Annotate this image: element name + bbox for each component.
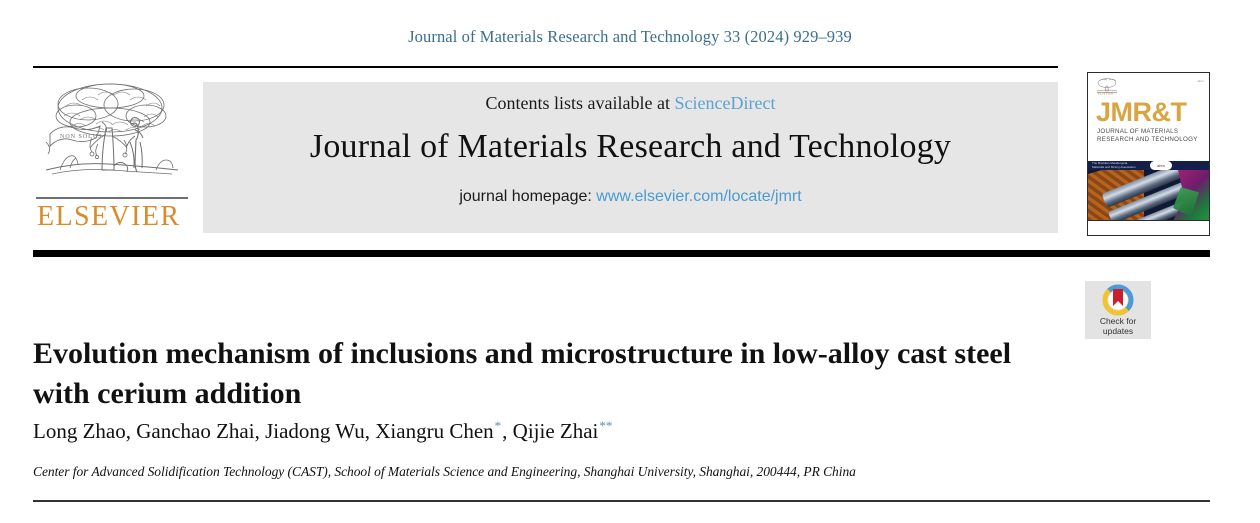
journal-title: Journal of Materials Research and Techno…: [309, 128, 952, 165]
author-list: Long Zhao, Ganchao Zhai, Jiadong Wu, Xia…: [33, 418, 1033, 444]
running-head: Journal of Materials Research and Techno…: [408, 27, 852, 46]
elsevier-wordmark: ELSEVIER: [37, 200, 181, 232]
cover-bottom-strip: [1088, 220, 1209, 227]
abm-badge: abm: [1150, 161, 1172, 170]
cover-association-band: [1088, 161, 1209, 170]
journal-masthead: Contents lists available at ScienceDirec…: [203, 82, 1058, 233]
svg-text:NON SOLUS: NON SOLUS: [60, 134, 103, 140]
crossmark-label-line1: Check for: [1099, 316, 1137, 326]
author-footnote-marker[interactable]: *: [494, 418, 502, 433]
article-title: Evolution mechanism of inclusions and mi…: [33, 337, 1012, 410]
cover-band-line1: The Brazilian Metallurgical,: [1092, 161, 1129, 165]
cover-association-text: The Brazilian Metallurgical, Materials a…: [1092, 161, 1136, 170]
cover-subtitle-line1: JOURNAL OF MATERIALS: [1097, 128, 1179, 135]
crossmark-label: Check for updates: [1099, 316, 1137, 336]
elsevier-tree-icon: NON SOLUS: [45, 83, 179, 175]
sciencedirect-link[interactable]: ScienceDirect: [674, 93, 776, 113]
author-name-last: Qijie Zhai: [512, 419, 599, 443]
elsevier-divider: [36, 197, 188, 199]
journal-homepage-line: journal homepage: www.elsevier.com/locat…: [459, 188, 801, 206]
author-names: Long Zhao, Ganchao Zhai, Jiadong Wu, Xia…: [33, 419, 494, 443]
homepage-prefix: journal homepage:: [459, 188, 597, 205]
cover-artwork: The Brazilian Metallurgical, Materials a…: [1088, 161, 1209, 227]
cover-top-section: ELSEVIER abm JMR&T JOURNAL OF MATERIALS …: [1088, 73, 1209, 161]
cover-band-line2: Materials and Mining Association: [1092, 164, 1136, 169]
cover-elsevier-logo-icon: ELSEVIER: [1096, 78, 1118, 95]
masthead-top-rule: [33, 66, 1058, 68]
contents-list-line: Contents lists available at ScienceDirec…: [486, 93, 776, 114]
cover-subtitle-line2: RESEARCH AND TECHNOLOGY: [1097, 135, 1198, 143]
elsevier-logo-block: NON SOLUS ELSEVIER: [36, 78, 196, 233]
cover-corner-label: abm: [1197, 79, 1204, 83]
author-separator: ,: [502, 419, 513, 443]
affiliation: Center for Advanced Solidification Techn…: [33, 464, 856, 479]
corresponding-author-marker[interactable]: **: [599, 418, 613, 433]
journal-homepage-link[interactable]: www.elsevier.com/locate/jmrt: [596, 188, 802, 205]
header-bottom-rule: [33, 500, 1210, 502]
header-thick-divider: [33, 250, 1210, 257]
journal-cover-thumbnail[interactable]: ELSEVIER abm JMR&T JOURNAL OF MATERIALS …: [1087, 72, 1210, 236]
crossmark-badge-icon: [1102, 284, 1134, 316]
contents-prefix: Contents lists available at: [485, 93, 675, 113]
svg-text:ELSEVIER: ELSEVIER: [1098, 93, 1113, 95]
crossmark-label-line2: updates: [1102, 325, 1134, 336]
crossmark-check-for-updates-badge[interactable]: Check for updates: [1085, 281, 1151, 339]
cover-acronym: JMR&T: [1096, 97, 1187, 127]
cover-subtitle: JOURNAL OF MATERIALS RESEARCH AND TECHNO…: [1094, 128, 1203, 144]
